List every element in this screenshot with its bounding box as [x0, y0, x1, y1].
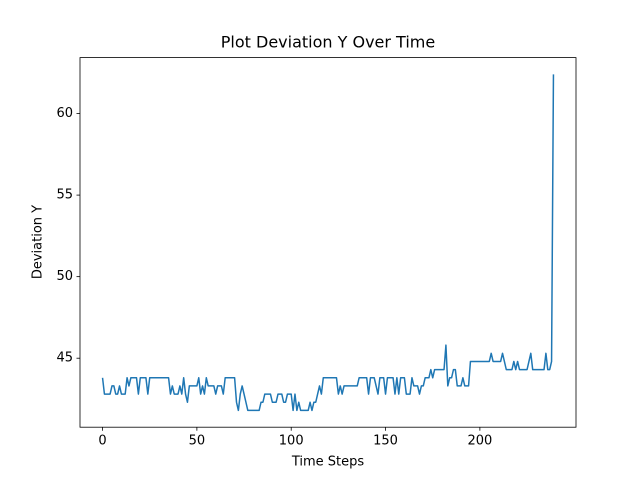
x-tick-label: 150 — [373, 434, 398, 449]
x-axis-label: Time Steps — [291, 455, 365, 470]
x-tick-label: 0 — [98, 434, 106, 449]
chart-title: Plot Deviation Y Over Time — [221, 33, 435, 52]
x-tick-label: 50 — [189, 434, 206, 449]
y-tick-label: 60 — [56, 106, 73, 121]
data-line — [101, 74, 555, 412]
axes-frame — [79, 57, 577, 428]
y-tick-label: 55 — [56, 188, 73, 203]
y-axis-label: Deviation Y — [31, 205, 46, 279]
x-tick-label: 100 — [279, 434, 304, 449]
y-tick-label: 45 — [56, 351, 73, 366]
y-tick-label: 50 — [56, 269, 73, 284]
x-tick-label: 200 — [467, 434, 492, 449]
